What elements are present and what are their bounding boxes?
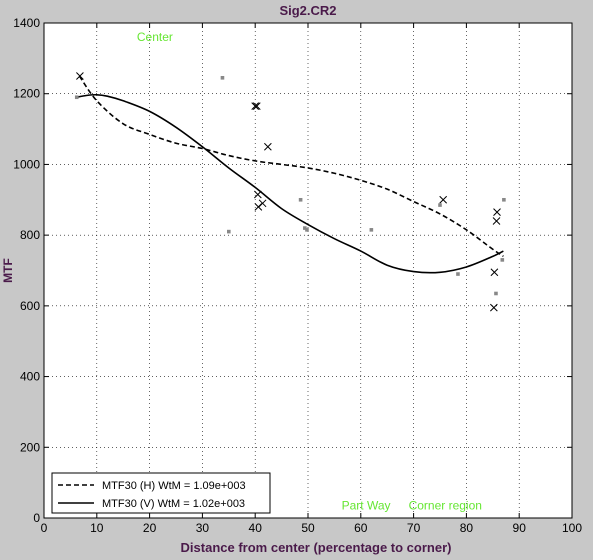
mtf30-h-fit-line: [78, 75, 504, 258]
fit-lines: [76, 75, 504, 274]
x-tick-label: 10: [90, 521, 104, 535]
dot-marker-point: [502, 197, 506, 202]
x-tick-label: 80: [460, 521, 474, 535]
dot-marker-point: [74, 95, 79, 100]
data-points: [74, 72, 506, 312]
legend: MTF30 (H) WtM = 1.09e+003 MTF30 (V) WtM =…: [51, 472, 271, 514]
region-annotations: Center Part Way Corner region: [137, 30, 482, 512]
dot-marker-point: [494, 291, 498, 296]
region-annotation: Center: [137, 30, 173, 44]
region-annotation: Corner region: [409, 499, 482, 513]
x-tick-label: 40: [249, 521, 263, 535]
x-tick-label: 50: [301, 521, 315, 535]
chart-title: Sig2.CR2: [279, 3, 336, 18]
dot-marker-point: [303, 226, 307, 230]
dot-marker-point: [456, 272, 460, 276]
x-tick-label: 30: [196, 521, 210, 535]
y-axis-label: MTF: [1, 258, 15, 283]
y-tick-label: 800: [20, 228, 40, 242]
x-tick-label: 60: [354, 521, 368, 535]
region-annotation: Part Way: [342, 499, 391, 513]
dot-marker-point: [500, 258, 505, 262]
x-marker-point: [258, 199, 267, 208]
y-tick-label: 200: [20, 440, 40, 454]
dot-marker-point: [220, 76, 225, 80]
x-axis-label: Distance from center (percentage to corn…: [181, 540, 452, 555]
x-marker-point: [264, 142, 272, 151]
x-marker-point: [252, 102, 261, 110]
legend-entry: MTF30 (H) WtM = 1.09e+003: [102, 480, 246, 492]
x-marker-point: [439, 195, 448, 204]
y-tick-label: 1200: [13, 87, 40, 101]
x-marker-point: [490, 268, 499, 277]
x-tick-label: 0: [41, 521, 48, 535]
dot-marker-point: [438, 203, 442, 207]
x-tick-label: 90: [513, 521, 527, 535]
legend-box: [51, 472, 271, 514]
mtf30-v-fit-line: [76, 93, 504, 274]
x-marker-point: [253, 190, 262, 199]
x-marker-point: [76, 72, 84, 80]
dot-marker-point: [227, 229, 231, 234]
dot-marker-point: [305, 228, 309, 232]
grid: [44, 23, 572, 518]
x-marker-point: [490, 303, 498, 312]
x-marker-point: [251, 102, 260, 110]
y-tick-label: 1000: [13, 157, 40, 171]
dot-marker-point: [298, 197, 303, 202]
x-tick-label: 20: [143, 521, 157, 535]
y-tick-label: 400: [20, 370, 40, 384]
x-tick-label: 70: [407, 521, 421, 535]
x-marker-point: [492, 217, 501, 225]
y-tick-label: 0: [33, 511, 40, 525]
axis-ticks: 0 10 20 30 40 50 60 70 80 90 100020040060080010001…: [13, 16, 582, 535]
y-tick-label: 600: [20, 299, 40, 313]
y-tick-label: 1400: [13, 16, 40, 30]
dot-marker-point: [369, 228, 374, 232]
x-marker-point: [493, 208, 501, 217]
legend-entry: MTF30 (V) WtM = 1.02e+003: [102, 498, 245, 510]
x-tick-label: 100: [562, 521, 582, 535]
